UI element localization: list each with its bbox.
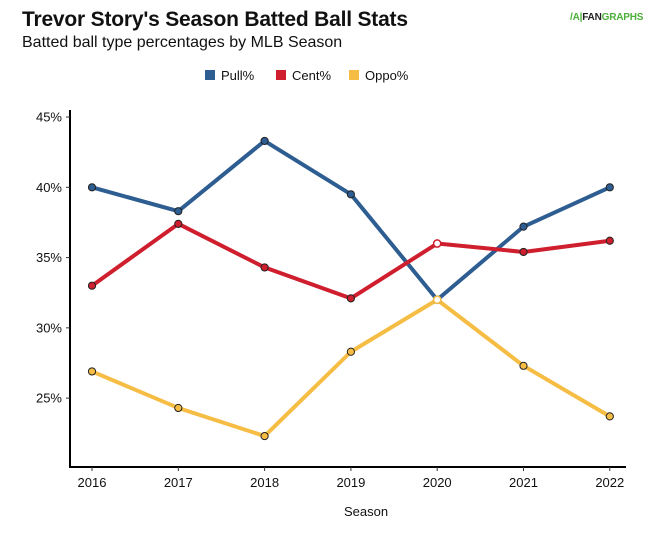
data-point-pull[interactable] xyxy=(260,136,269,146)
data-point-cent[interactable] xyxy=(87,281,97,290)
data-point-cent[interactable] xyxy=(519,247,528,257)
data-point-oppo[interactable] xyxy=(346,347,355,356)
fangraphs-logo: /A|FANGRAPHS xyxy=(570,12,643,23)
data-point-pull[interactable] xyxy=(605,183,614,192)
legend-swatch xyxy=(349,70,359,80)
data-point-pull[interactable] xyxy=(174,207,183,216)
data-point-cent[interactable] xyxy=(605,236,614,245)
series-line-oppo xyxy=(91,297,611,439)
legend-label: Cent% xyxy=(292,68,331,83)
series-points xyxy=(87,136,614,441)
x-tick-label: 2016 xyxy=(78,475,107,490)
data-point-cent[interactable] xyxy=(346,294,355,303)
x-axis-title: Season xyxy=(344,504,388,519)
fangraphs-logo-icon: /A| xyxy=(570,12,583,23)
legend-swatch xyxy=(205,70,215,80)
axes: 25% 30% 35% 40% 45% 2016 2017 2018 2019 2020 2021 2… xyxy=(36,110,626,490)
data-point-pull[interactable] xyxy=(519,222,528,231)
data-point-oppo[interactable] xyxy=(605,412,614,421)
x-tick-label: 2022 xyxy=(595,475,624,490)
y-tick-label: 30% xyxy=(36,320,62,335)
chart-subtitle: Batted ball type percentages by MLB Seas… xyxy=(22,34,343,51)
legend-label: Oppo% xyxy=(365,68,409,83)
x-tick-label: 2019 xyxy=(336,475,365,490)
data-point-oppo[interactable] xyxy=(519,361,528,370)
legend-label: Pull% xyxy=(221,68,255,83)
logo-text-fan: FAN xyxy=(582,12,602,23)
data-point-cent[interactable] xyxy=(432,239,442,248)
data-point-pull[interactable] xyxy=(87,183,97,192)
series-line-pull xyxy=(91,138,611,302)
data-point-cent[interactable] xyxy=(260,263,269,272)
legend-item[interactable]: Cent% xyxy=(276,68,331,83)
data-point-oppo[interactable] xyxy=(174,403,183,413)
logo-text-graphs: GRAPHS xyxy=(601,12,644,23)
data-point-oppo[interactable] xyxy=(260,431,269,441)
legend-item[interactable]: Oppo% xyxy=(349,68,409,83)
data-point-oppo[interactable] xyxy=(87,367,97,376)
y-tick-label: 40% xyxy=(36,180,62,195)
legend-swatch xyxy=(276,70,286,80)
y-tick-label: 35% xyxy=(36,250,62,265)
x-tick-label: 2020 xyxy=(423,475,452,490)
y-tick-label: 25% xyxy=(36,391,62,406)
x-tick-label: 2018 xyxy=(250,475,279,490)
data-point-cent[interactable] xyxy=(174,219,183,228)
x-tick-label: 2017 xyxy=(164,475,193,490)
x-tick-label: 2021 xyxy=(509,475,538,490)
y-tick-label: 45% xyxy=(36,110,62,125)
data-point-oppo[interactable] xyxy=(432,295,442,305)
legend: Pull% Cent% Oppo% xyxy=(205,68,409,83)
data-point-pull[interactable] xyxy=(346,190,355,199)
chart-title: Trevor Story's Season Batted Ball Stats xyxy=(22,8,408,31)
legend-item[interactable]: Pull% xyxy=(205,68,255,83)
series-line-cent xyxy=(90,221,611,301)
series-lines xyxy=(90,138,611,439)
